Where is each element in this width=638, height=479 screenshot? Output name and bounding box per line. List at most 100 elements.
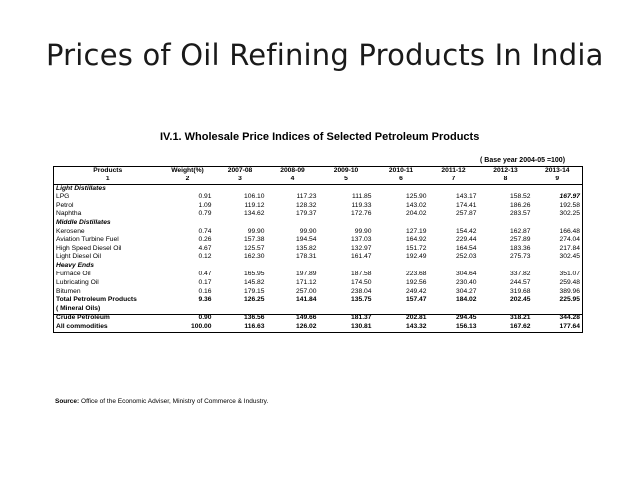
table-cell: 117.23 bbox=[296, 193, 317, 201]
category-label: Heavy Ends bbox=[53, 261, 583, 271]
table-row: ( Mineral Oils) bbox=[53, 304, 583, 315]
table-row: Bitumen 0.16 179.15 257.00 238.04 249.42 304.2… bbox=[53, 287, 583, 297]
row-label: LPG bbox=[53, 193, 162, 202]
table-cell: 244.57 bbox=[510, 279, 531, 287]
table-cell: 158.52 bbox=[510, 193, 531, 201]
table-cell: 202.81 bbox=[373, 313, 429, 324]
table-cell: 225.95 bbox=[532, 296, 583, 305]
table-cell: 132.97 bbox=[351, 244, 372, 252]
table-row: Kerosene 0.74 99.90 99.90 99.90 127.19 154.42 1… bbox=[53, 227, 583, 237]
table-cell: 184.02 bbox=[456, 296, 477, 304]
row-label: ( Mineral Oils) bbox=[53, 304, 162, 315]
empty-cell bbox=[532, 304, 583, 315]
table-cell: 179.15 bbox=[244, 287, 265, 295]
table-cell: 181.37 bbox=[318, 313, 374, 324]
table-cell: 0.17 bbox=[198, 279, 212, 287]
table-cell: 1.09 bbox=[198, 201, 212, 209]
table-row: High Speed Diesel Oil 4.67 125.57 135.82 132… bbox=[53, 244, 583, 254]
table-cell: 304.64 bbox=[456, 270, 477, 278]
table-cell: 149.66 bbox=[266, 313, 319, 324]
row-label: Light Diesel Oil bbox=[53, 253, 162, 262]
header-row: Products Weight(%) 2007-08 2008-09 2009-… bbox=[53, 165, 583, 176]
category-row: Heavy Ends bbox=[53, 261, 583, 271]
table-row: All commodities 100.00 116.63 126.02 130.81 1… bbox=[53, 323, 583, 333]
table-cell: 0.91 bbox=[198, 193, 212, 201]
table-cell: 154.42 bbox=[456, 227, 477, 235]
table-cell: 99.90 bbox=[299, 227, 317, 235]
table-cell: 174.41 bbox=[456, 201, 477, 209]
column-header: Products bbox=[53, 165, 162, 176]
table-cell: 257.00 bbox=[296, 287, 317, 295]
table-row: Crude Petroleum 0.90 136.56 149.66 181.37 202… bbox=[53, 313, 583, 324]
table-cell: 217.84 bbox=[532, 244, 583, 254]
table-cell: 151.72 bbox=[406, 244, 427, 252]
column-number: 1 bbox=[53, 175, 162, 185]
table-cell: 257.87 bbox=[456, 210, 477, 218]
table-cell: 344.28 bbox=[532, 313, 583, 324]
table-cell: 179.37 bbox=[296, 210, 317, 218]
category-row: Light Distillates bbox=[53, 184, 583, 194]
column-number: 2 bbox=[161, 175, 214, 185]
table-cell: 162.87 bbox=[510, 227, 531, 235]
table-cell: 0.74 bbox=[198, 227, 212, 235]
table-cell: 126.02 bbox=[266, 323, 319, 333]
table-cell: 156.13 bbox=[428, 323, 479, 333]
table-cell: 0.47 bbox=[198, 270, 212, 278]
table-cell: 99.90 bbox=[354, 227, 372, 235]
column-number: 4 bbox=[266, 175, 319, 185]
row-label: Aviation Turbine Fuel bbox=[53, 236, 162, 245]
column-number: 6 bbox=[373, 175, 429, 185]
table-cell: 183.36 bbox=[510, 244, 531, 252]
column-header: 2013-14 bbox=[532, 165, 583, 176]
table-cell: 167.97 bbox=[532, 193, 583, 202]
column-header: 2007-08 bbox=[213, 165, 267, 176]
slide-title: Prices of Oil Refining Products In India bbox=[46, 38, 604, 72]
column-header: 2011-12 bbox=[428, 165, 479, 176]
base-year-note: ( Base year 2004-05 =100) bbox=[480, 157, 566, 164]
row-label: Kerosene bbox=[53, 227, 162, 237]
column-number: 9 bbox=[532, 175, 583, 185]
table-cell: 127.19 bbox=[406, 227, 427, 235]
table-row: Lubricating Oil 0.17 145.82 171.12 174.50 192… bbox=[53, 279, 583, 288]
table-cell: 119.33 bbox=[351, 201, 372, 209]
table-cell: 0.90 bbox=[161, 313, 214, 324]
column-number-row: 1 2 3 4 5 6 7 8 9 bbox=[53, 175, 583, 185]
table-cell: 135.82 bbox=[296, 244, 317, 252]
row-label: Crude Petroleum bbox=[53, 313, 162, 324]
empty-cell bbox=[428, 304, 479, 315]
column-header: 2010-11 bbox=[373, 165, 429, 176]
table-cell: 162.30 bbox=[244, 253, 265, 261]
table-cell: 126.25 bbox=[244, 296, 265, 304]
table-cell: 351.07 bbox=[532, 270, 583, 280]
column-header: 2009-10 bbox=[318, 165, 374, 176]
table-cell: 119.12 bbox=[244, 201, 265, 209]
table-row: Furnace Oil 0.47 165.95 197.89 187.58 223.68 3… bbox=[53, 270, 583, 280]
column-number: 8 bbox=[478, 175, 533, 185]
table-cell: 202.45 bbox=[510, 296, 531, 304]
table-cell: 143.17 bbox=[456, 193, 477, 201]
table-cell: 294.45 bbox=[428, 313, 479, 324]
table-cell: 186.26 bbox=[510, 201, 531, 209]
row-label: Furnace Oil bbox=[53, 270, 162, 280]
source-label: Source: bbox=[55, 398, 80, 405]
empty-cell bbox=[266, 304, 319, 315]
table-row: Light Diesel Oil 0.12 162.30 178.31 161.47 19… bbox=[53, 253, 583, 262]
table-cell: 197.89 bbox=[296, 270, 317, 278]
table-cell: 111.85 bbox=[352, 193, 372, 201]
row-label: Total Petroleum Products bbox=[53, 296, 162, 305]
table-cell: 192.49 bbox=[406, 253, 427, 261]
table-cell: 106.10 bbox=[244, 193, 265, 201]
source-text: Office of the Economic Adviser, Ministry… bbox=[79, 398, 269, 405]
table-cell: 100.00 bbox=[161, 323, 214, 333]
table-cell: 157.38 bbox=[244, 236, 265, 244]
table-row: Total Petroleum Products 9.36 126.25 141.84… bbox=[53, 296, 583, 305]
table-cell: 0.12 bbox=[198, 253, 212, 261]
empty-cell bbox=[373, 304, 429, 315]
table-cell: 161.47 bbox=[351, 253, 372, 261]
row-label: Naphtha bbox=[53, 210, 162, 219]
table-cell: 4.67 bbox=[198, 244, 212, 252]
table-cell: 177.64 bbox=[532, 323, 583, 333]
column-header: 2012-13 bbox=[478, 165, 533, 176]
table-cell: 143.02 bbox=[406, 201, 427, 209]
table-cell: 143.32 bbox=[373, 323, 429, 333]
